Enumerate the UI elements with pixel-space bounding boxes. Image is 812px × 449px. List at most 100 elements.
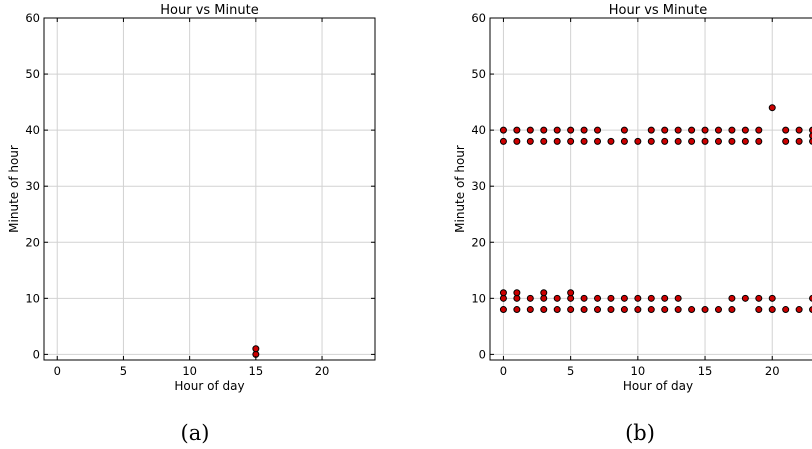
- data-point: [661, 306, 669, 314]
- x-tick-label: 20: [765, 364, 780, 378]
- data-point: [661, 294, 669, 302]
- scatter-points: [499, 104, 812, 314]
- data-point: [580, 294, 588, 302]
- y-tick-label: 10: [471, 291, 486, 305]
- panel-caption: (b): [625, 421, 655, 445]
- data-point: [809, 126, 812, 134]
- data-point: [728, 294, 736, 302]
- data-point: [634, 306, 642, 314]
- data-point: [607, 294, 615, 302]
- data-point: [647, 306, 655, 314]
- chart-title: Hour vs Minute: [609, 3, 707, 18]
- data-point: [620, 126, 628, 134]
- data-point: [701, 137, 709, 145]
- data-point: [607, 137, 615, 145]
- data-point: [809, 306, 812, 313]
- data-point: [714, 137, 722, 145]
- data-point: [620, 306, 628, 314]
- data-point: [526, 294, 534, 302]
- y-tick-label: 0: [33, 347, 40, 361]
- data-point: [634, 137, 642, 145]
- data-point: [567, 289, 575, 297]
- data-point: [809, 294, 812, 302]
- data-point: [620, 137, 628, 145]
- x-tick-label: 20: [315, 364, 330, 378]
- data-point: [741, 137, 749, 145]
- x-tick-label: 5: [120, 364, 127, 378]
- y-tick-label: 10: [25, 291, 40, 305]
- y-tick-label: 40: [471, 123, 486, 137]
- data-point: [688, 137, 696, 145]
- y-tick-label: 20: [471, 235, 486, 249]
- data-point: [755, 306, 763, 314]
- x-tick-label: 15: [249, 364, 264, 378]
- x-tick-label: 10: [182, 364, 197, 378]
- data-point: [513, 306, 521, 314]
- data-point: [728, 126, 736, 134]
- data-point: [499, 306, 507, 314]
- data-point: [553, 137, 561, 145]
- data-point: [782, 306, 790, 314]
- data-point: [499, 126, 507, 134]
- data-point: [674, 137, 682, 145]
- data-point: [513, 289, 521, 297]
- data-point: [580, 306, 588, 314]
- y-tick-label: 60: [25, 11, 40, 25]
- panel-a: 0 5 10 15 20 0 10 20 30 40 50 60 Hour vs Minute Hou…: [7, 3, 376, 445]
- data-point: [647, 294, 655, 302]
- data-point: [768, 306, 776, 314]
- data-point: [594, 126, 602, 134]
- data-point: [755, 126, 763, 134]
- data-point: [795, 137, 803, 145]
- data-point: [782, 126, 790, 134]
- y-tick-label: 0: [479, 347, 486, 361]
- data-point: [741, 294, 749, 302]
- data-point: [540, 289, 548, 297]
- y-tick-label: 50: [471, 67, 486, 81]
- chart-title: Hour vs Minute: [160, 3, 258, 18]
- data-point: [540, 306, 548, 314]
- x-tick-label: 10: [631, 364, 646, 378]
- data-point: [647, 126, 655, 134]
- data-point: [714, 306, 722, 314]
- y-tick-label: 50: [25, 67, 40, 81]
- data-point: [513, 126, 521, 134]
- data-point: [499, 137, 507, 145]
- data-point: [701, 126, 709, 134]
- axis-ticks: 0 5 10 15 20 0 10 20 30 40 50 60: [25, 11, 375, 378]
- y-tick-label: 30: [25, 179, 40, 193]
- data-point: [661, 126, 669, 134]
- y-axis-label: Minute of hour: [453, 145, 467, 233]
- data-point: [809, 137, 812, 145]
- data-point: [580, 137, 588, 145]
- data-point: [540, 126, 548, 134]
- data-point: [728, 306, 736, 314]
- x-tick-label: 0: [500, 364, 507, 378]
- data-point: [728, 137, 736, 145]
- y-tick-label: 20: [25, 235, 40, 249]
- data-point: [567, 126, 575, 134]
- data-point: [580, 126, 588, 134]
- axis-ticks: 0 5 10 15 20 0 10 20 30 40 50 60: [471, 11, 780, 378]
- data-point: [809, 132, 812, 140]
- data-point: [499, 289, 507, 297]
- panel-b: 0 5 10 15 20 0 10 20 30 40 50 60 Hour vs Minute Hou…: [453, 3, 812, 445]
- data-point: [647, 137, 655, 145]
- data-point: [795, 306, 803, 314]
- gridlines: [44, 17, 375, 360]
- data-point: [755, 294, 763, 302]
- y-axis-label: Minute of hour: [7, 145, 21, 233]
- data-point: [688, 126, 696, 134]
- panel-caption: (a): [181, 421, 210, 445]
- data-point: [594, 137, 602, 145]
- data-point: [567, 306, 575, 314]
- data-point: [701, 306, 709, 314]
- data-point: [594, 294, 602, 302]
- data-point: [540, 137, 548, 145]
- data-point: [513, 137, 521, 145]
- plot-frame: [489, 17, 812, 361]
- data-point: [755, 137, 763, 145]
- data-point: [499, 294, 507, 302]
- data-point: [634, 294, 642, 302]
